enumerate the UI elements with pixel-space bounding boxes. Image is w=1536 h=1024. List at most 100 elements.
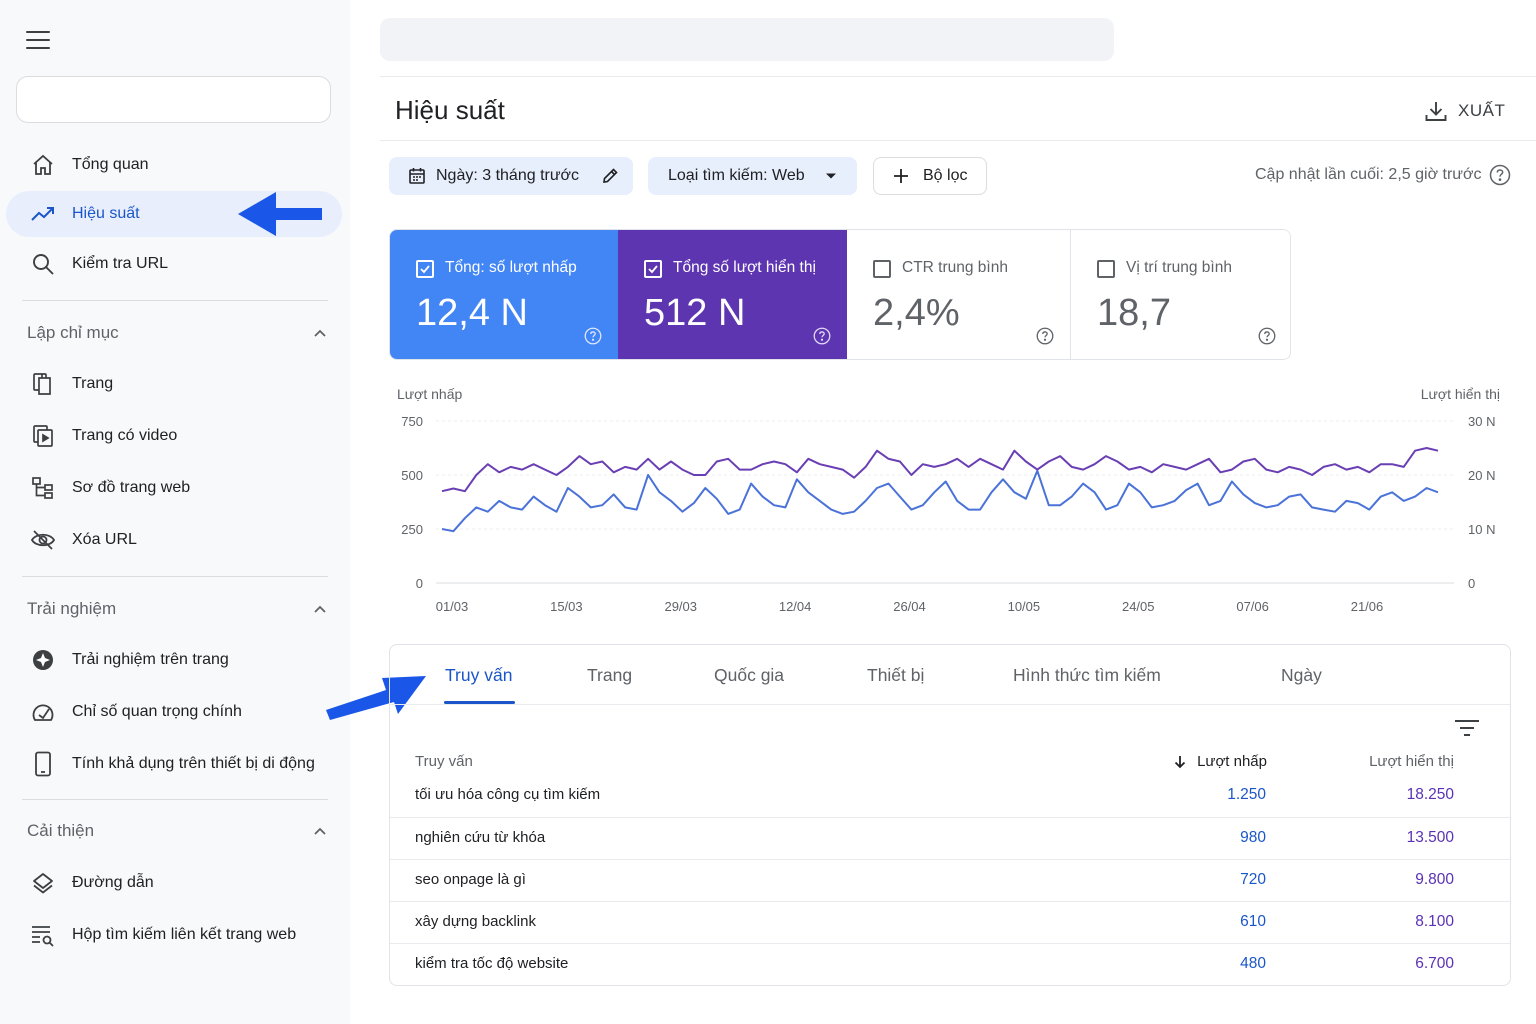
column-header-label: Lượt nhấp [1197, 753, 1267, 770]
tab-pages[interactable]: Trang [587, 665, 633, 685]
property-search-input[interactable] [16, 76, 331, 123]
x-tick-label: 15/03 [550, 599, 583, 614]
sidebar-item-label: Trang [72, 375, 114, 392]
help-icon[interactable] [813, 327, 831, 345]
date-filter-chip[interactable]: Ngày: 3 tháng trước [389, 157, 633, 195]
x-tick-label: 29/03 [664, 599, 697, 614]
row-divider [390, 943, 1510, 944]
sidebar-item-label: Đường dẫn [72, 874, 154, 891]
column-header-query[interactable]: Truy vấn [415, 753, 473, 770]
sidebar-item-overview[interactable]: Tổng quan [6, 142, 342, 188]
y-left-tick-label: 0 [416, 576, 423, 591]
y-axis-label-right: Lượt hiển thị [1421, 386, 1500, 402]
divider [22, 576, 328, 577]
column-header-clicks[interactable]: Lượt nhấp [1173, 753, 1267, 770]
metric-card-position[interactable]: Vị trí trung bình 18,7 [1071, 230, 1290, 359]
query-cell: seo onpage là gì [415, 871, 526, 888]
checkbox-unchecked-icon[interactable] [1097, 260, 1115, 278]
chevron-up-icon [314, 827, 326, 835]
metric-card-impressions[interactable]: Tổng số lượt hiển thị 512 N [618, 230, 847, 359]
metric-label: Tổng số lượt hiển thị [673, 259, 816, 276]
sidebar-item-core-web-vitals[interactable]: Chỉ số quan trọng chính [6, 689, 342, 735]
table-row[interactable]: nghiên cứu từ khóa 980 13.500 [390, 818, 1510, 860]
section-indexing-header[interactable]: Lập chỉ mục [27, 318, 327, 348]
sidebar-item-sitelinks-searchbox[interactable]: Hộp tìm kiếm liên kết trang web [6, 912, 342, 958]
sidebar-item-url-inspection[interactable]: Kiểm tra URL [6, 241, 342, 287]
home-icon [30, 152, 56, 178]
add-filter-button[interactable]: Bộ lọc [873, 157, 987, 195]
search-type-chip[interactable]: Loại tìm kiếm: Web [648, 157, 857, 195]
sidebar-item-video-pages[interactable]: Trang có video [6, 413, 342, 459]
section-title: Lập chỉ mục [27, 323, 119, 342]
checkbox-unchecked-icon[interactable] [873, 260, 891, 278]
section-experience-header[interactable]: Trải nghiệm [27, 594, 327, 624]
y-right-tick-label: 10 N [1468, 522, 1495, 537]
tab-search-appearance[interactable]: Hình thức tìm kiếm [1013, 665, 1161, 685]
table-row[interactable]: seo onpage là gì 720 9.800 [390, 860, 1510, 902]
section-title: Cải thiện [27, 821, 95, 840]
section-enhancements-header[interactable]: Cải thiện [27, 816, 327, 846]
date-filter-label: Ngày: 3 tháng trước [436, 167, 580, 184]
inspect-url-search-bar[interactable] [380, 18, 1114, 61]
row-divider [390, 859, 1510, 860]
edit-pencil-icon [603, 168, 618, 183]
sidebar-item-page-experience[interactable]: Trải nghiệm trên trang [6, 637, 342, 683]
sidebar-item-breadcrumbs[interactable]: Đường dẫn [6, 860, 342, 906]
sidebar-item-label: Kiểm tra URL [72, 255, 169, 272]
sidebar-item-mobile-usability[interactable]: Tính khả dụng trên thiết bị di động [6, 741, 342, 787]
checkbox-checked-icon[interactable] [644, 260, 662, 278]
help-icon[interactable] [1489, 164, 1511, 186]
table-row[interactable]: kiểm tra tốc độ website 480 6.700 [390, 944, 1510, 986]
y-left-tick-label: 750 [401, 414, 423, 429]
table-row[interactable]: xây dựng backlink 610 8.100 [390, 902, 1510, 944]
list-search-icon [30, 922, 56, 948]
metric-value: 2,4% [873, 292, 960, 334]
metric-card-clicks[interactable]: Tổng: số lượt nhấp 12,4 N [390, 230, 618, 359]
page-title: Hiệu suất [395, 95, 505, 125]
tab-dates[interactable]: Ngày [1281, 665, 1322, 685]
table-row[interactable]: tối ưu hóa công cụ tìm kiếm 1.250 18.250 [390, 775, 1510, 817]
export-button[interactable]: XUẤT [1424, 98, 1505, 124]
sort-down-arrow-icon [1174, 755, 1186, 768]
dropdown-arrow-icon [825, 173, 836, 179]
metric-value: 512 N [644, 292, 746, 334]
x-tick-label: 12/04 [779, 599, 812, 614]
search-icon [30, 251, 56, 277]
sidebar-item-label: Sơ đồ trang web [72, 479, 191, 496]
tab-countries[interactable]: Quốc gia [714, 665, 785, 685]
divider [22, 300, 328, 301]
sidebar-item-label: Xóa URL [72, 531, 137, 548]
add-filter-label: Bộ lọc [923, 167, 968, 184]
sidebar-item-pages[interactable]: Trang [6, 361, 342, 407]
menu-icon[interactable] [24, 28, 52, 52]
help-icon[interactable] [584, 327, 602, 345]
help-icon[interactable] [1258, 327, 1276, 345]
column-header-impressions[interactable]: Lượt hiển thị [1369, 753, 1454, 770]
metric-card-ctr[interactable]: CTR trung bình 2,4% [847, 230, 1071, 359]
query-cell: nghiên cứu từ khóa [415, 829, 546, 846]
metric-label: Tổng: số lượt nhấp [445, 259, 577, 276]
help-icon[interactable] [1036, 327, 1054, 345]
tab-devices[interactable]: Thiết bị [867, 665, 925, 685]
x-tick-label: 26/04 [893, 599, 926, 614]
sidebar-item-sitemaps[interactable]: Sơ đồ trang web [6, 465, 342, 511]
sidebar-item-removals[interactable]: Xóa URL [6, 517, 342, 563]
annotation-arrow-left-icon [238, 192, 322, 236]
checkbox-checked-icon[interactable] [416, 260, 434, 278]
last-updated-text: Cập nhật lần cuối: 2,5 giờ trước [1255, 166, 1482, 183]
tab-queries[interactable]: Truy vấn [445, 665, 513, 685]
section-title: Trải nghiệm [27, 599, 117, 618]
export-label: XUẤT [1458, 101, 1506, 120]
clicks-cell: 480 [1240, 955, 1266, 972]
divider [380, 76, 1536, 77]
sidebar-item-label: Hiệu suất [72, 205, 140, 222]
clicks-cell: 980 [1240, 829, 1266, 846]
sitemap-icon [30, 475, 56, 501]
x-tick-label: 10/05 [1008, 599, 1041, 614]
performance-chart[interactable]: Lượt nhấp Lượt hiển thị 750 30 N 500 20 N 25… [390, 380, 1510, 620]
x-tick-label: 21/06 [1351, 599, 1384, 614]
filter-rows-icon[interactable] [1454, 719, 1480, 737]
sidebar-item-label: Tổng quan [72, 156, 149, 173]
x-tick-label: 01/03 [436, 599, 469, 614]
impressions-cell: 8.100 [1415, 913, 1454, 930]
